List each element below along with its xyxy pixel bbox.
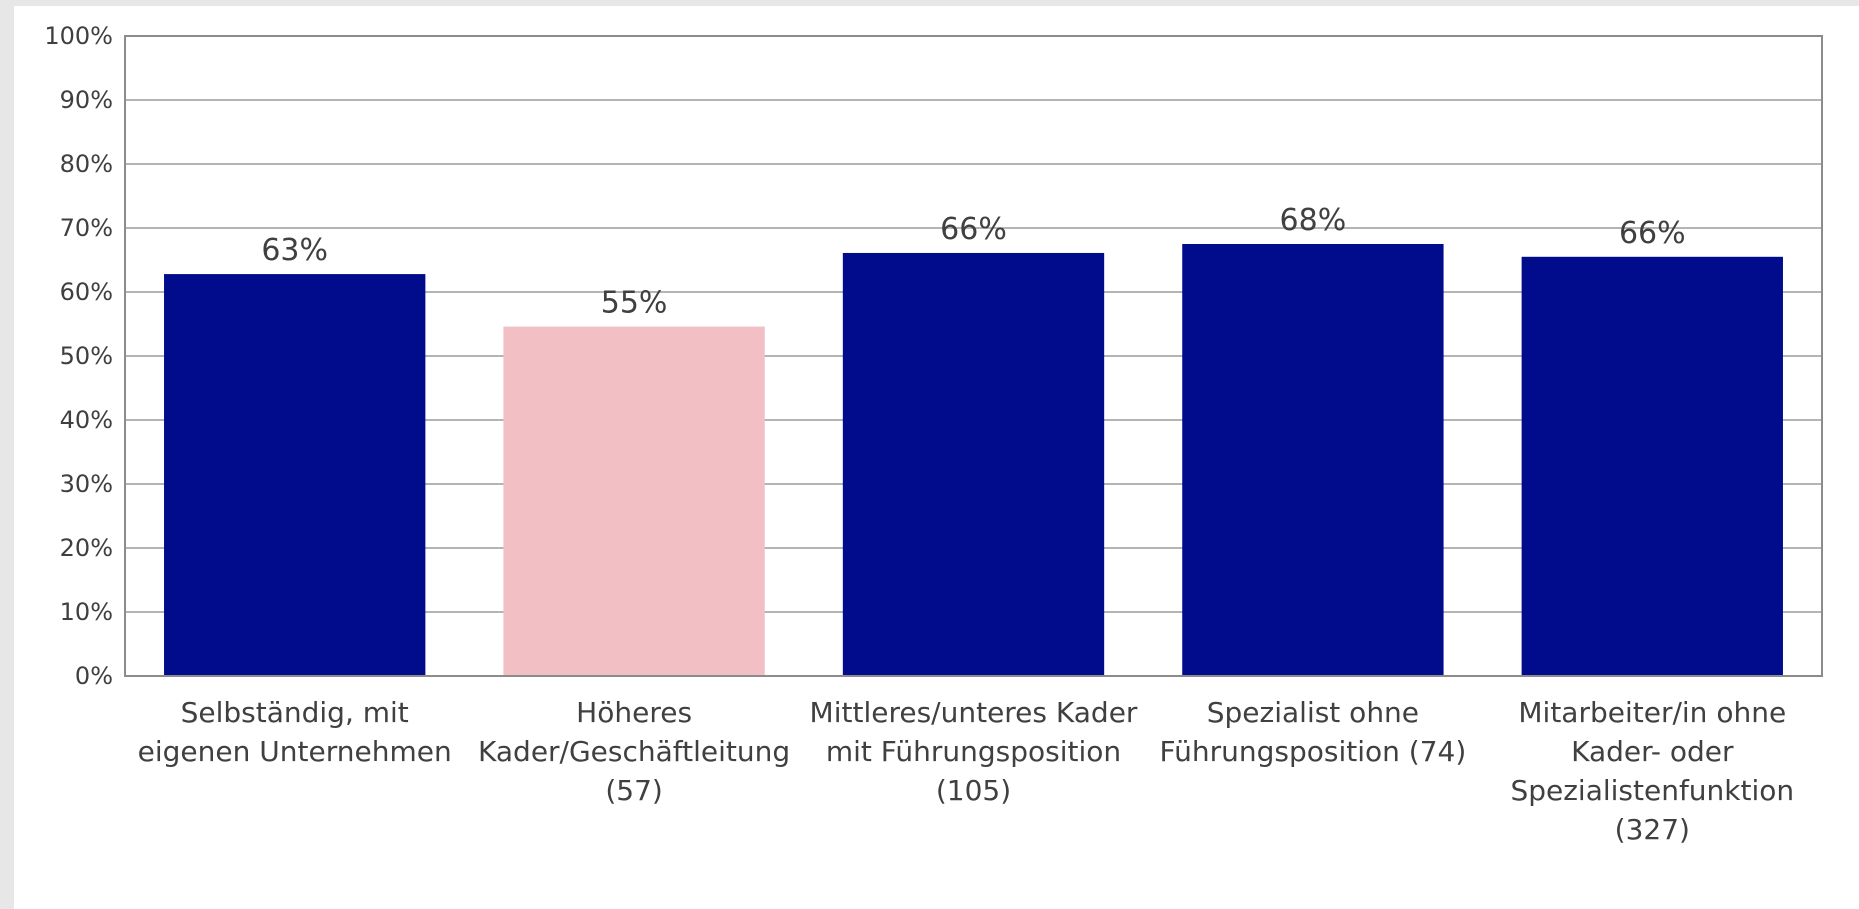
data-label: 63% bbox=[261, 233, 328, 268]
bar-chart: 0% 10% 20% 30% 40% 50% 60% 70% 80% 90% 100% 63% 55%… bbox=[44, 22, 1823, 846]
data-label: 55% bbox=[601, 286, 668, 321]
bar bbox=[842, 252, 1105, 676]
y-tick-label: 100% bbox=[44, 22, 113, 50]
data-label: 66% bbox=[1619, 216, 1686, 251]
category-label: Spezialist ohne Führungsposition (74) bbox=[1160, 696, 1467, 768]
y-tick-label: 70% bbox=[60, 214, 113, 242]
x-axis-category-labels: Selbständig, mit eigenen Unternehmen Höher… bbox=[138, 696, 1794, 846]
y-tick-label: 80% bbox=[60, 150, 113, 178]
category-label: Selbständig, mit eigenen Unternehmen bbox=[138, 696, 452, 768]
bar bbox=[1521, 256, 1783, 676]
y-tick-label: 40% bbox=[60, 406, 113, 434]
category-label: Mitarbeiter/in ohne Kader- oder Spezialist… bbox=[1510, 696, 1794, 846]
data-label: 66% bbox=[940, 212, 1007, 247]
y-tick-label: 20% bbox=[60, 534, 113, 562]
y-axis-tick-labels: 0% 10% 20% 30% 40% 50% 60% 70% 80% 90% 100% bbox=[44, 22, 113, 690]
data-labels: 63% 55% 66% 68% 66% bbox=[261, 203, 1685, 321]
y-tick-label: 60% bbox=[60, 278, 113, 306]
category-label: Höheres Kader/Geschäftleitung (57) bbox=[478, 696, 790, 807]
data-label: 68% bbox=[1280, 203, 1347, 238]
bar bbox=[503, 326, 765, 676]
plot-area-frame bbox=[124, 35, 1823, 677]
y-tick-label: 10% bbox=[60, 598, 113, 626]
y-tick-label: 90% bbox=[60, 86, 113, 114]
bar bbox=[1182, 244, 1444, 676]
bar bbox=[164, 274, 426, 676]
y-tick-label: 30% bbox=[60, 470, 113, 498]
bars bbox=[164, 244, 1783, 676]
category-label: Mittleres/unteres Kader mit Führungsposit… bbox=[810, 696, 1138, 807]
y-tick-label: 0% bbox=[75, 662, 113, 690]
y-tick-label: 50% bbox=[60, 342, 113, 370]
chart-container: 0% 10% 20% 30% 40% 50% 60% 70% 80% 90% 100% 63% 55%… bbox=[14, 6, 1859, 909]
